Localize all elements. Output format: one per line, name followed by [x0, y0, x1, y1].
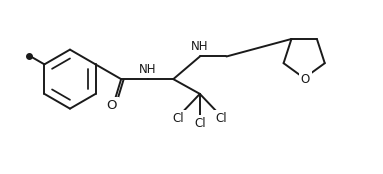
- Text: Cl: Cl: [172, 112, 184, 125]
- Text: Cl: Cl: [216, 112, 228, 125]
- Text: O: O: [301, 73, 310, 86]
- Text: NH: NH: [139, 63, 157, 76]
- Text: Cl: Cl: [194, 117, 206, 130]
- Text: NH: NH: [191, 40, 209, 53]
- Text: O: O: [106, 99, 116, 112]
